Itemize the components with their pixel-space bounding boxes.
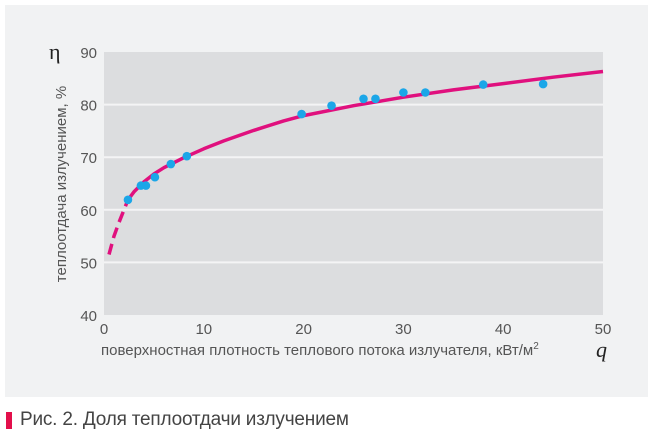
x-axis-label: поверхностная плотность теплового потока… [101,341,539,359]
x-axis-label-sup: 2 [533,341,539,352]
plot-area [104,52,603,315]
y-tick-label: 80 [80,98,97,115]
x-tick-label: 10 [195,321,212,338]
data-points [123,79,548,205]
y-tick-label: 50 [80,255,97,272]
data-point [327,101,336,110]
x-tick-label: 40 [495,321,512,338]
x-tick-label: 30 [395,321,412,338]
x-tick-label: 50 [595,321,612,338]
data-point [150,172,160,182]
data-point [359,94,368,104]
y-tick-label: 60 [80,203,97,220]
y-axis-label: теплоотдача излучением, % [53,86,70,282]
y-tick-label: 40 [80,308,97,325]
data-point [166,159,176,169]
y-tick-labels: 40 50 60 70 80 90 [80,45,97,325]
data-point [182,151,192,161]
data-point [399,88,408,97]
x-tick-label: 20 [295,321,312,338]
figure-caption: Рис. 2. Доля теплоотдачи излучением [6,408,349,432]
data-point [538,79,548,89]
data-point [371,94,380,104]
x-symbol: q [596,337,607,362]
caption-text: Рис. 2. Доля теплоотдачи излучением [20,409,349,430]
data-point [123,195,133,205]
x-tick-label: 0 [100,321,108,338]
data-point [141,181,151,190]
y-tick-label: 90 [80,45,97,62]
x-tick-labels: 0 10 20 30 40 50 [100,321,612,338]
data-point [297,109,306,119]
data-point [478,80,488,89]
x-axis-label-main: поверхностная плотность теплового потока… [101,342,533,359]
y-symbol: η [49,39,61,64]
caption-marker [6,411,12,429]
approximation-curve [126,69,604,201]
data-point [421,88,430,97]
y-tick-label: 70 [80,150,97,167]
